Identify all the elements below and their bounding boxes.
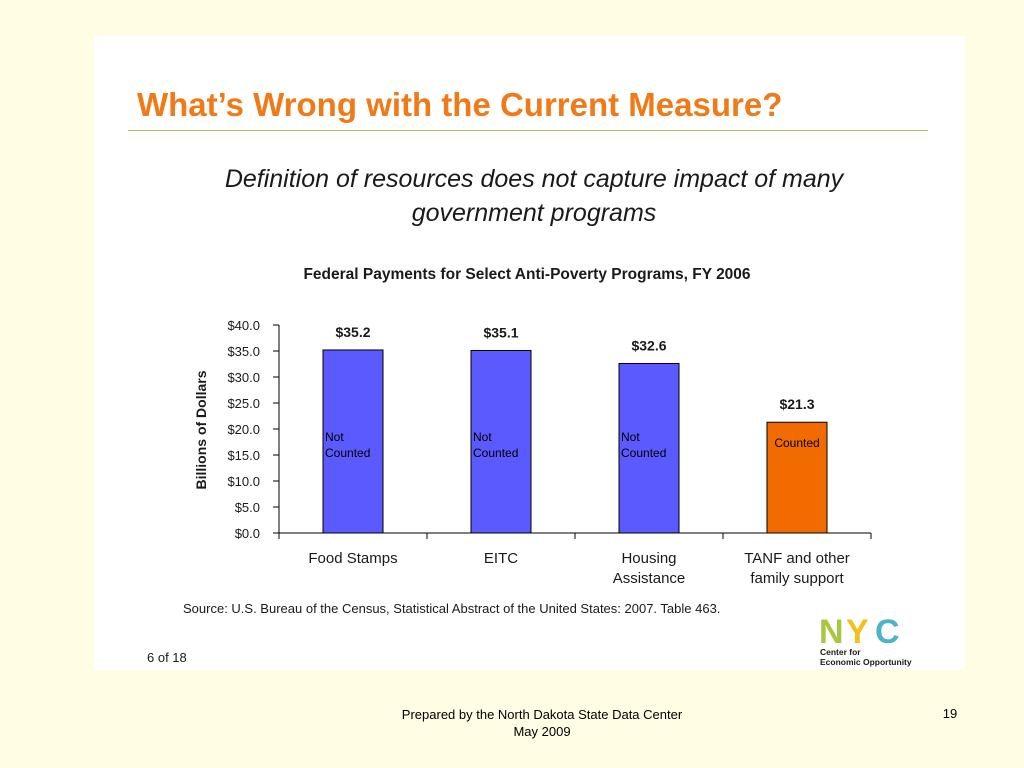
bar-inner-label: Not — [325, 430, 344, 444]
bar-inner-label: Counted — [325, 446, 370, 460]
footer-line-2: May 2009 — [513, 724, 571, 739]
bars-group: $35.2 Not Counted $35.1 Not Counted $32.6 Not Co… — [322, 324, 828, 534]
logo-letter-n: N — [819, 614, 844, 646]
bar — [766, 421, 828, 534]
page-number: 19 — [942, 706, 958, 721]
bar-inner-label: Not — [621, 430, 640, 444]
y-tick-label: $0.0 — [235, 526, 260, 541]
logo-text-line-1: Center for — [820, 647, 861, 657]
nyc-ceo-logo: N Y C Center for Economic Opportunity — [816, 614, 928, 668]
bar-inner-label: Counted — [621, 446, 666, 460]
x-axis-labels: Food Stamps EITC Housing Assistance TANF and… — [308, 550, 849, 587]
y-tick-label: $20.0 — [227, 422, 260, 437]
y-tick-label: $25.0 — [227, 396, 260, 411]
bar-inner-label: Counted — [473, 446, 518, 460]
y-tick-label: $5.0 — [235, 500, 260, 515]
slide-panel: What’s Wrong with the Current Measure? D… — [94, 36, 965, 670]
subtitle-line-1: Definition of resources does not capture… — [224, 165, 844, 193]
x-category-label: EITC — [484, 550, 518, 567]
y-tick-label: $30.0 — [227, 370, 260, 385]
title-divider — [128, 130, 928, 131]
subtitle-line-2: government programs — [411, 199, 657, 227]
y-tick-label: $35.0 — [227, 344, 260, 359]
bar-value-label: $32.6 — [631, 337, 666, 353]
slide-count: 6 of 18 — [147, 650, 187, 665]
y-axis-label: Billions of Dollars — [193, 370, 209, 489]
axes-group — [278, 325, 872, 539]
x-category-label: Food Stamps — [308, 550, 397, 567]
y-axis-ticks: $0.0 $5.0 $10.0 $15.0 $20.0 $25.0 $30.0 $35.0 $4… — [227, 318, 279, 541]
x-category-label: TANF and other — [744, 550, 850, 567]
y-tick-label: $10.0 — [227, 474, 260, 489]
chart-title: Federal Payments for Select Anti-Poverty… — [303, 266, 750, 283]
y-tick-label: $15.0 — [227, 448, 260, 463]
bar-inner-label: Not — [473, 430, 492, 444]
y-tick-label: $40.0 — [227, 318, 260, 333]
source-note: Source: U.S. Bureau of the Census, Stati… — [183, 601, 721, 616]
bar-chart: Federal Payments for Select Anti-Poverty… — [193, 266, 872, 587]
footer-line-1: Prepared by the North Dakota State Data … — [401, 707, 683, 722]
bar — [618, 362, 680, 534]
logo-letter-c: C — [875, 614, 900, 646]
footer-credit: Prepared by the North Dakota State Data … — [342, 706, 742, 740]
bar-inner-label: Counted — [774, 436, 819, 450]
logo-text-line-2: Economic Opportunity — [820, 657, 912, 667]
x-category-label: Assistance — [613, 570, 686, 587]
slide-title: What’s Wrong with the Current Measure? — [137, 86, 783, 123]
slide-subtitle: Definition of resources does not capture… — [114, 162, 954, 230]
nyc-logo-letters: N Y C — [819, 614, 900, 646]
bar-value-label: $21.3 — [779, 396, 814, 412]
bar-value-label: $35.1 — [483, 324, 518, 340]
bar — [470, 349, 532, 534]
bar-value-label: $35.2 — [335, 324, 370, 340]
logo-letter-y: Y — [846, 614, 869, 646]
x-category-label: family support — [750, 570, 844, 587]
bar — [322, 349, 384, 534]
x-category-label: Housing — [621, 550, 676, 567]
